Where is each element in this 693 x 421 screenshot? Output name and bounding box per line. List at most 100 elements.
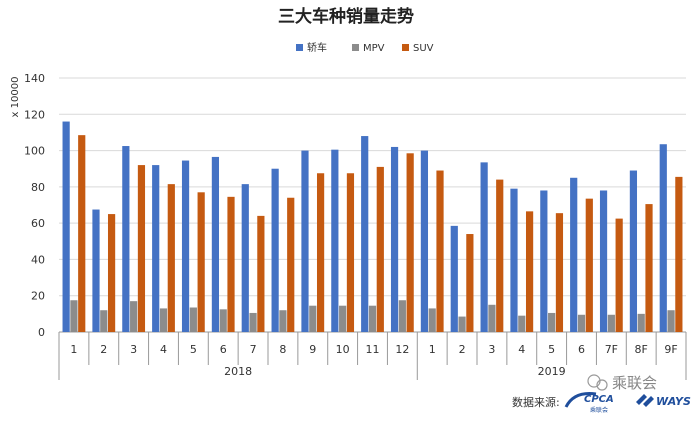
- bar-mpv: [100, 310, 108, 332]
- bar-sedan: [92, 209, 100, 332]
- gridlines: [59, 77, 686, 333]
- bar-suv: [376, 166, 384, 332]
- bar-sedan: [659, 144, 667, 332]
- x-tick-label: 7F: [605, 343, 618, 356]
- bar-sedan: [271, 168, 279, 332]
- bar-sedan: [181, 160, 190, 332]
- bar-mpv: [488, 304, 496, 332]
- x-tick-label: 9: [309, 343, 316, 356]
- bar-sedan: [152, 165, 160, 332]
- legend-swatch: [402, 44, 409, 51]
- bar-sedan: [390, 146, 399, 332]
- bar-mpv: [428, 308, 436, 332]
- x-group-label: 2018: [224, 365, 252, 378]
- bar-suv: [645, 204, 653, 332]
- cpca-logo-text: CPCA: [584, 394, 614, 405]
- bar-mpv: [279, 310, 287, 332]
- bar-suv: [346, 173, 355, 332]
- ways-logo-text: WAYS: [656, 395, 691, 408]
- bars: [62, 121, 683, 333]
- bar-sedan: [540, 190, 548, 332]
- bar-mpv: [219, 309, 227, 332]
- x-tick-label: 3: [130, 343, 137, 356]
- bar-sedan: [211, 156, 220, 332]
- bar-suv: [585, 198, 593, 332]
- legend-swatch: [296, 44, 303, 51]
- bar-suv: [107, 214, 116, 332]
- bar-mpv: [458, 316, 466, 332]
- bar-mpv: [189, 307, 197, 332]
- y-tick-label: 60: [31, 217, 45, 230]
- bar-suv: [227, 196, 235, 332]
- bar-suv: [406, 153, 414, 332]
- y-axis-label: x 10000: [10, 77, 21, 118]
- x-tick-label: 9F: [664, 343, 677, 356]
- x-tick-label: 7: [250, 343, 257, 356]
- bar-suv: [316, 173, 325, 332]
- bar-mpv: [548, 312, 556, 332]
- bar-suv: [675, 176, 683, 332]
- bar-sedan: [301, 150, 309, 332]
- legend: 轿车 MPV SUV: [296, 41, 434, 54]
- x-tick-label: 1: [429, 343, 436, 356]
- bar-sedan: [241, 184, 249, 332]
- y-tick-label: 40: [31, 253, 45, 266]
- y-tick-label: 80: [31, 181, 45, 194]
- bar-suv: [137, 165, 146, 332]
- bar-mpv: [249, 312, 257, 332]
- x-tick-label: 2: [459, 343, 466, 356]
- x-tick-label: 4: [160, 343, 167, 356]
- bar-suv: [436, 170, 444, 332]
- x-group-label: 2019: [538, 365, 566, 378]
- bar-sedan: [62, 121, 70, 333]
- bar-sedan: [510, 188, 518, 332]
- y-axis-ticks: 0 20 40 60 80 100 120 140: [24, 72, 45, 339]
- bar-suv: [257, 215, 265, 332]
- x-tick-label: 5: [548, 343, 555, 356]
- x-tick-label: 6: [220, 343, 227, 356]
- watermark: 乘联会 数据来源: CPCA 乘联会 WAYS: [512, 374, 691, 414]
- watermark-logo-text: 乘联会: [612, 374, 657, 392]
- bar-mpv: [518, 315, 526, 332]
- x-tick-label: 11: [366, 343, 380, 356]
- bar-mpv: [398, 300, 406, 332]
- bar-sedan: [599, 190, 608, 332]
- bar-sedan: [570, 177, 578, 332]
- wechat-logo-icon: [587, 374, 608, 391]
- x-tick-label: 10: [336, 343, 350, 356]
- x-tick-label: 2: [100, 343, 107, 356]
- y-tick-label: 140: [24, 72, 45, 85]
- bar-sedan: [420, 150, 429, 332]
- bar-mpv: [667, 310, 675, 332]
- cpca-logo-icon: CPCA 乘联会: [564, 392, 614, 414]
- bar-suv: [555, 213, 564, 332]
- y-tick-label: 0: [38, 326, 45, 339]
- x-tick-label: 4: [518, 343, 525, 356]
- bar-mpv: [637, 313, 645, 332]
- x-tick-label: 8: [279, 343, 286, 356]
- bar-suv: [496, 179, 504, 332]
- legend-label: 轿车: [307, 41, 327, 54]
- bar-sedan: [331, 149, 339, 332]
- y-tick-label: 100: [24, 145, 45, 158]
- x-tick-label: 1: [70, 343, 77, 356]
- chart-title: 三大车种销量走势: [278, 6, 414, 27]
- cpca-logo-subtext: 乘联会: [590, 406, 608, 414]
- bar-mpv: [309, 305, 317, 332]
- bar-suv: [167, 184, 175, 332]
- data-source-label: 数据来源:: [512, 395, 560, 409]
- bar-sedan: [450, 225, 458, 332]
- x-tick-label: 3: [488, 343, 495, 356]
- legend-label: SUV: [413, 43, 434, 54]
- bar-mpv: [159, 308, 168, 332]
- x-tick-label: 12: [395, 343, 409, 356]
- x-tick-label: 6: [578, 343, 585, 356]
- bar-mpv: [368, 305, 377, 332]
- bar-mpv: [577, 314, 586, 332]
- y-tick-label: 120: [24, 108, 45, 121]
- x-tick-label: 8F: [635, 343, 648, 356]
- x-tick-label: 5: [190, 343, 197, 356]
